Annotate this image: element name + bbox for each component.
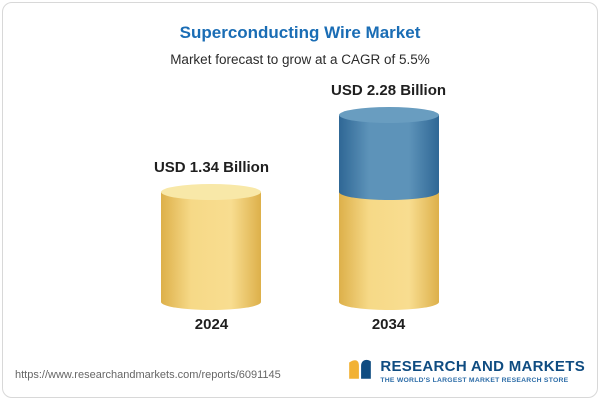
value-label-2024: USD 1.34 Billion <box>153 159 269 177</box>
cylinder-cap-2034 <box>338 107 439 124</box>
logo-name: RESEARCH AND MARKETS <box>380 357 585 375</box>
year-label-2034: 2034 <box>371 316 406 333</box>
segment-2034-base <box>338 192 439 310</box>
year-label-2024: 2024 <box>194 316 229 333</box>
logo-icon <box>347 356 373 387</box>
cylinder-2024 <box>161 184 262 310</box>
logo-tagline: THE WORLD'S LARGEST MARKET RESEARCH STOR… <box>380 377 569 385</box>
value-label-2034: USD 2.28 Billion <box>331 82 447 100</box>
bar-group-2034: USD 2.28 Billion 2034 <box>331 82 446 333</box>
segment-2024-base <box>161 192 262 310</box>
segment-2034-growth <box>338 115 439 201</box>
research-and-markets-logo: RESEARCH AND MARKETS THE WORLD'S LARGEST… <box>347 356 585 387</box>
logo-text-block: RESEARCH AND MARKETS THE WORLD'S LARGEST… <box>380 357 585 385</box>
chart-subtitle: Market forecast to grow at a CAGR of 5.5… <box>170 52 430 67</box>
cylinder-2034 <box>338 107 439 310</box>
chart-title: Superconducting Wire Market <box>179 23 421 42</box>
bar-group-2024: USD 1.34 Billion 2024 <box>154 159 269 333</box>
cylinder-cap-2024 <box>161 184 262 201</box>
bar-chart: USD 1.34 Billion 2024 USD 2.28 Billion 2… <box>3 82 597 333</box>
report-url: https://www.researchandmarkets.com/repor… <box>15 369 281 381</box>
